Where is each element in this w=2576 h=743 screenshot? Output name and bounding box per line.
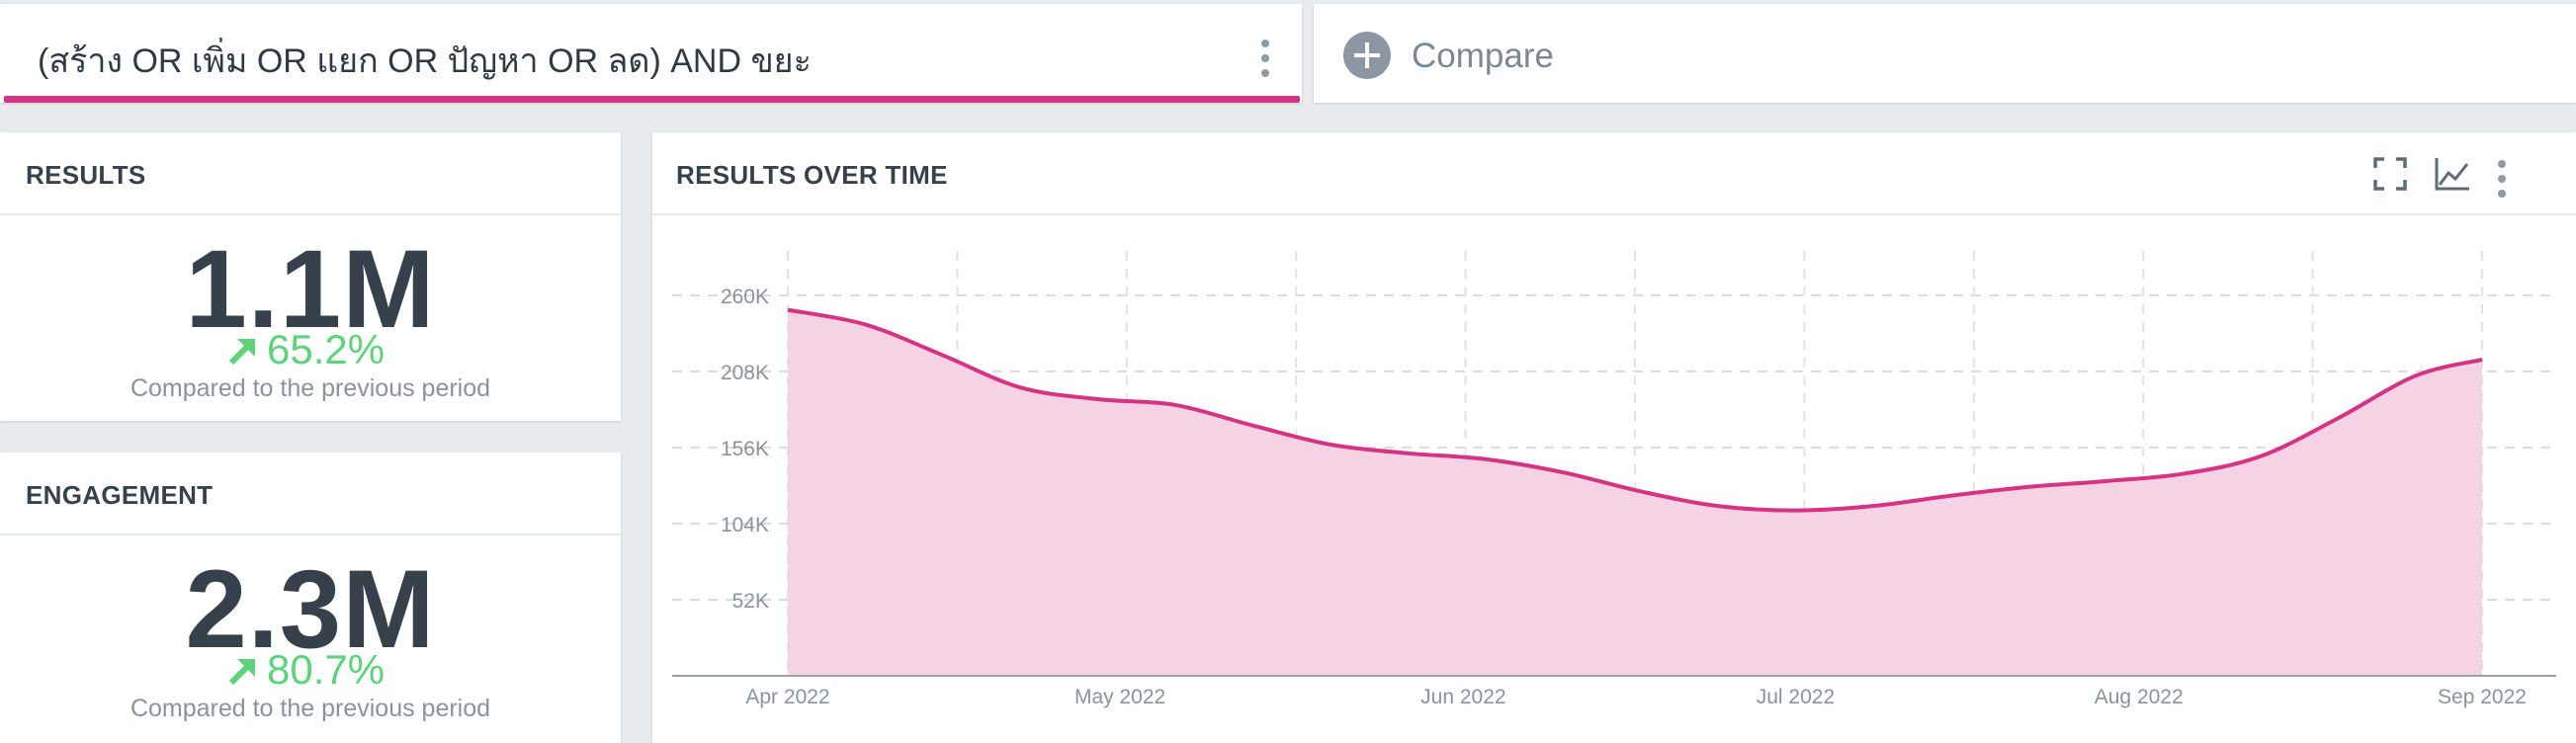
arrow-up-right-icon [228,659,255,686]
engagement-card: ENGAGEMENT 2.3M 80.7% Compared to the pr… [0,453,621,743]
chart-axes: 52K 104K 156K 208K 260K Apr 2022 May 2022 Jun 2… [672,286,2556,708]
results-comparison-note: Compared to the previous period [129,374,491,402]
compare-label[interactable]: Compare [1412,37,1554,75]
engagement-value: 2.3M [185,547,436,671]
series-area [788,309,2482,676]
compare-button[interactable]: Compare [1314,4,2576,103]
engagement-change-value: 80.7% [267,646,386,693]
x-tick-label: Jul 2022 [1757,686,1835,708]
y-tick-label: 104K [721,514,769,537]
more-vert-icon[interactable] [2497,160,2507,198]
chart-title: RESULTS OVER TIME [676,160,948,190]
y-tick-label: 156K [721,438,769,460]
arrow-up-right-icon [228,339,255,366]
engagement-card-header: ENGAGEMENT [0,453,621,536]
x-tick-label: Apr 2022 [745,686,829,708]
results-over-time-card: RESULTS OVER TIME 52K 104K 156K 208K 260K Apr… [652,132,2576,743]
query-text[interactable]: (สร้าง OR เพิ่ม OR แยก OR ปัญหา OR ลด) A… [38,42,812,80]
query-active-underline [4,96,1300,103]
series-line [787,307,2483,513]
engagement-comparison-note: Compared to the previous period [129,695,491,722]
results-over-time-chart: 52K 104K 156K 208K 260K Apr 2022 May 2022 Jun 2… [672,251,2556,708]
results-change-value: 65.2% [267,326,386,372]
engagement-title: ENGAGEMENT [26,480,214,510]
results-change: 65.2% [225,326,385,373]
x-tick-label: Jun 2022 [1420,686,1505,708]
results-card-header: RESULTS [0,132,621,215]
engagement-change: 80.7% [225,646,385,694]
y-tick-label: 260K [721,286,769,308]
x-tick-label: Sep 2022 [2438,686,2527,708]
chart-card-header: RESULTS OVER TIME [652,132,2576,215]
x-tick-label: May 2022 [1074,686,1165,708]
x-tick-label: Aug 2022 [2095,686,2184,708]
y-tick-label: 52K [732,590,769,613]
more-vert-icon[interactable] [1260,40,1270,77]
query-bar[interactable]: (สร้าง OR เพิ่ม OR แยก OR ปัญหา OR ลด) A… [0,4,1302,103]
plus-circle-icon[interactable] [1343,32,1391,79]
results-value: 1.1M [185,227,436,351]
fullscreen-icon[interactable] [2372,156,2408,192]
results-card: RESULTS 1.1M 65.2% Compared to the previ… [0,132,621,421]
y-tick-label: 208K [721,362,769,384]
results-title: RESULTS [26,160,146,190]
line-chart-icon[interactable] [2434,156,2471,192]
